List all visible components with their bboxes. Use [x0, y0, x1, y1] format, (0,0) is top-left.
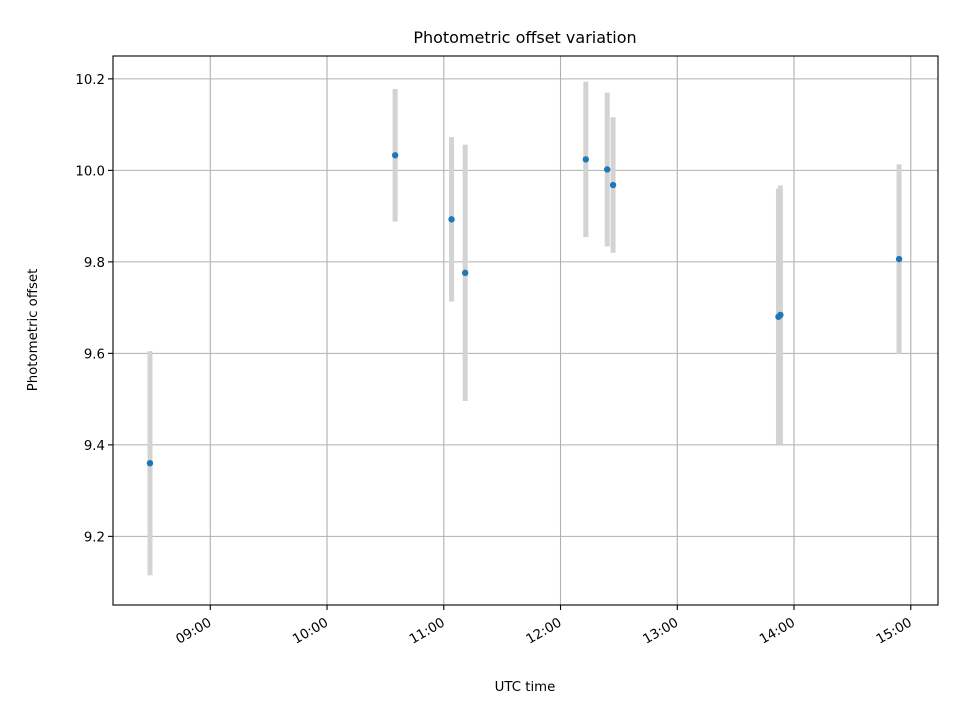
data-point [391, 152, 399, 159]
plot-area-frame [112, 55, 939, 606]
grid-lines [113, 56, 938, 605]
y-tick-label: 10.0 [75, 164, 105, 179]
chart-title: Photometric offset variation [413, 28, 636, 47]
data-point [448, 216, 455, 223]
x-axis-label: UTC time [495, 680, 556, 695]
y-tick-label: 9.4 [84, 439, 105, 454]
y-tick-label: 9.6 [84, 347, 105, 362]
data-point [777, 311, 784, 319]
data-points [146, 152, 903, 467]
data-point [609, 181, 617, 189]
data-point [604, 166, 611, 173]
data-point [895, 255, 903, 263]
y-axis-label: Photometric offset [26, 269, 41, 392]
y-tick-label: 9.2 [84, 530, 105, 545]
data-point [461, 269, 469, 277]
data-point [582, 156, 590, 163]
y-axis-ticks: 9.2 9.4 9.6 9.8 10.0 10.2 [75, 73, 113, 545]
data-point [146, 459, 154, 467]
y-tick-label: 10.2 [75, 73, 105, 88]
y-tick-label: 9.8 [84, 256, 105, 271]
